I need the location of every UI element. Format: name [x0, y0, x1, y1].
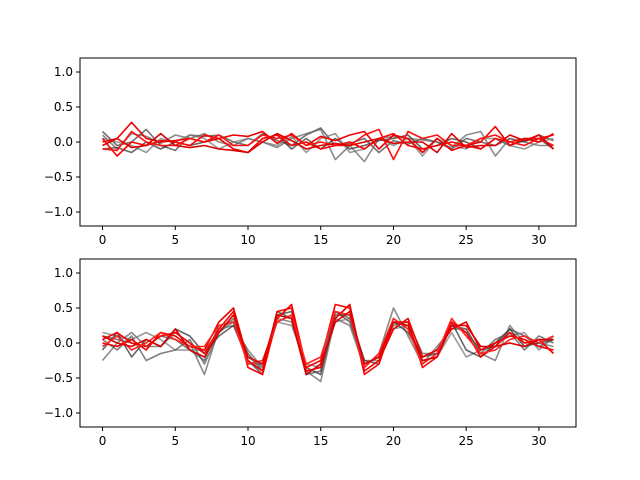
x-tick-label: 0 [99, 233, 107, 247]
subplot-bottom: 0 5 10 15 20 25 30 1.0 0.5 0.0 −0.5 −1.0 [44, 258, 577, 448]
x-tick-label: 0 [99, 434, 107, 448]
x-tick-label: 25 [459, 434, 474, 448]
x-tick-label: 25 [459, 233, 474, 247]
x-tick-label: 5 [171, 434, 179, 448]
series-group [101, 121, 555, 163]
series-line-7 [102, 132, 555, 154]
x-tick-label: 5 [171, 233, 179, 247]
y-tick-label: 0.0 [54, 135, 73, 149]
y-tick-label: 1.0 [54, 266, 73, 280]
y-tick-label: −0.5 [44, 371, 73, 385]
series-group [101, 303, 555, 383]
y-tick-label: 0.5 [54, 301, 73, 315]
x-tick-label: 10 [240, 434, 255, 448]
x-tick-label: 20 [386, 434, 401, 448]
series-line-5 [102, 121, 554, 154]
x-tick-label: 10 [240, 233, 255, 247]
y-tick-label: 1.0 [54, 65, 73, 79]
y-tick-label: −1.0 [44, 205, 73, 219]
y-tick-label: 0.0 [54, 336, 73, 350]
series-line-7 [102, 310, 554, 369]
x-tick-label: 30 [531, 434, 546, 448]
x-tick-label: 15 [313, 434, 328, 448]
subplot-top: 0 5 10 15 20 25 30 1.0 0.5 0.0 −0.5 −1.0 [44, 57, 577, 247]
y-tick-label: −0.5 [44, 170, 73, 184]
y-tick-label: 0.5 [54, 100, 73, 114]
series-line-4 [101, 132, 554, 157]
x-tick-label: 30 [531, 233, 546, 247]
y-tick-label: −1.0 [44, 406, 73, 420]
x-tick-label: 20 [386, 233, 401, 247]
x-tick-label: 15 [313, 233, 328, 247]
series-line-8 [102, 310, 554, 376]
